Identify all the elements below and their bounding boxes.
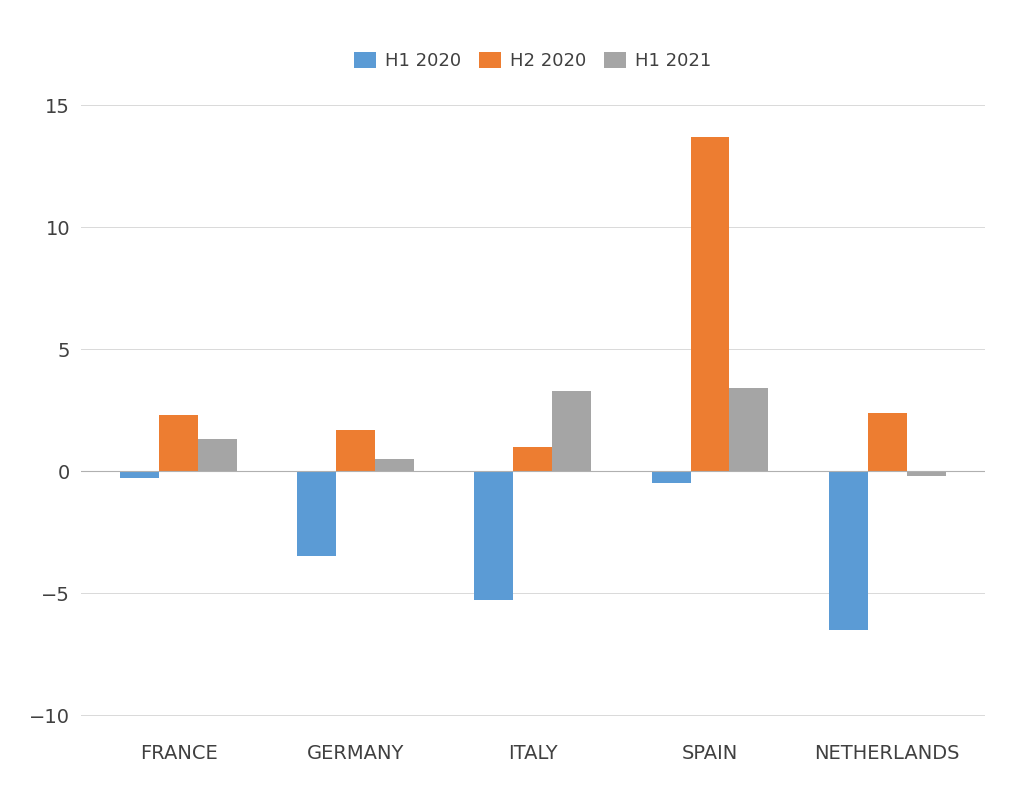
Legend: H1 2020, H2 2020, H1 2021: H1 2020, H2 2020, H1 2021 (347, 44, 719, 78)
Bar (690, 137, 730, 471)
Bar (828, 471, 868, 629)
Bar (552, 390, 592, 471)
Bar (336, 430, 376, 471)
Bar (474, 471, 514, 600)
Bar (868, 413, 906, 471)
Bar (297, 471, 336, 557)
Bar (652, 471, 690, 483)
Bar (730, 388, 768, 471)
Bar (120, 471, 159, 478)
Bar (159, 415, 198, 471)
Bar (906, 471, 946, 476)
Bar (376, 459, 414, 471)
Bar (198, 440, 238, 471)
Bar (514, 447, 552, 471)
